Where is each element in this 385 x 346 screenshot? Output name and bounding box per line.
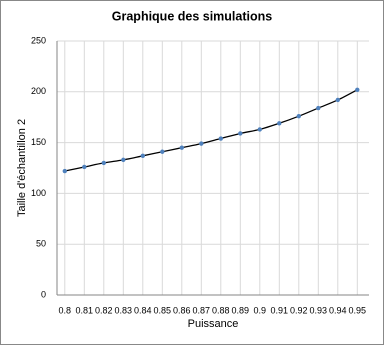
x-tick-label: 0.9 (254, 305, 267, 315)
data-point (257, 127, 262, 132)
data-point (121, 157, 126, 163)
data-point (82, 164, 87, 170)
x-tick-label: 0.88 (212, 305, 230, 315)
x-tick-label: 0.95 (349, 305, 367, 315)
x-axis-label: Puissance (188, 318, 239, 330)
data-point (335, 97, 340, 103)
data-point (316, 105, 321, 111)
data-point (179, 145, 184, 150)
y-tick-label: 200 (31, 86, 46, 96)
data-point (101, 160, 107, 166)
chart-title: Graphique des simulations (112, 9, 272, 23)
x-tick-label: 0.81 (76, 305, 94, 315)
x-tick-label: 0.86 (173, 305, 191, 315)
data-point (218, 136, 223, 141)
data-point (355, 87, 360, 92)
data-point (160, 149, 165, 154)
x-tick-label: 0.84 (134, 305, 152, 315)
y-tick-label: 100 (31, 188, 46, 198)
y-tick-label: 0 (41, 289, 46, 299)
x-tick-label: 0.83 (115, 305, 133, 315)
data-point (140, 153, 145, 159)
y-tick-label: 150 (31, 137, 46, 147)
data-point (62, 168, 67, 174)
x-tick-label: 0.87 (193, 305, 211, 315)
x-tick-label: 0.91 (271, 305, 289, 315)
data-point (199, 141, 204, 146)
x-tick-label: 0.85 (154, 305, 172, 315)
y-axis-label: Taille d'échantillon 2 (16, 119, 28, 217)
data-point (296, 113, 301, 119)
x-tick-label: 0.92 (290, 305, 308, 315)
y-tick-label: 50 (36, 239, 46, 249)
x-tick-label: 0.8 (59, 305, 72, 315)
x-tick-label: 0.89 (232, 305, 250, 315)
x-tick-label: 0.93 (310, 305, 328, 315)
data-point (277, 121, 282, 126)
data-point (238, 131, 243, 136)
trend-line (64, 89, 358, 172)
y-tick-label: 250 (31, 35, 46, 45)
x-tick-label: 0.82 (95, 305, 113, 315)
x-tick-label: 0.94 (329, 305, 347, 315)
